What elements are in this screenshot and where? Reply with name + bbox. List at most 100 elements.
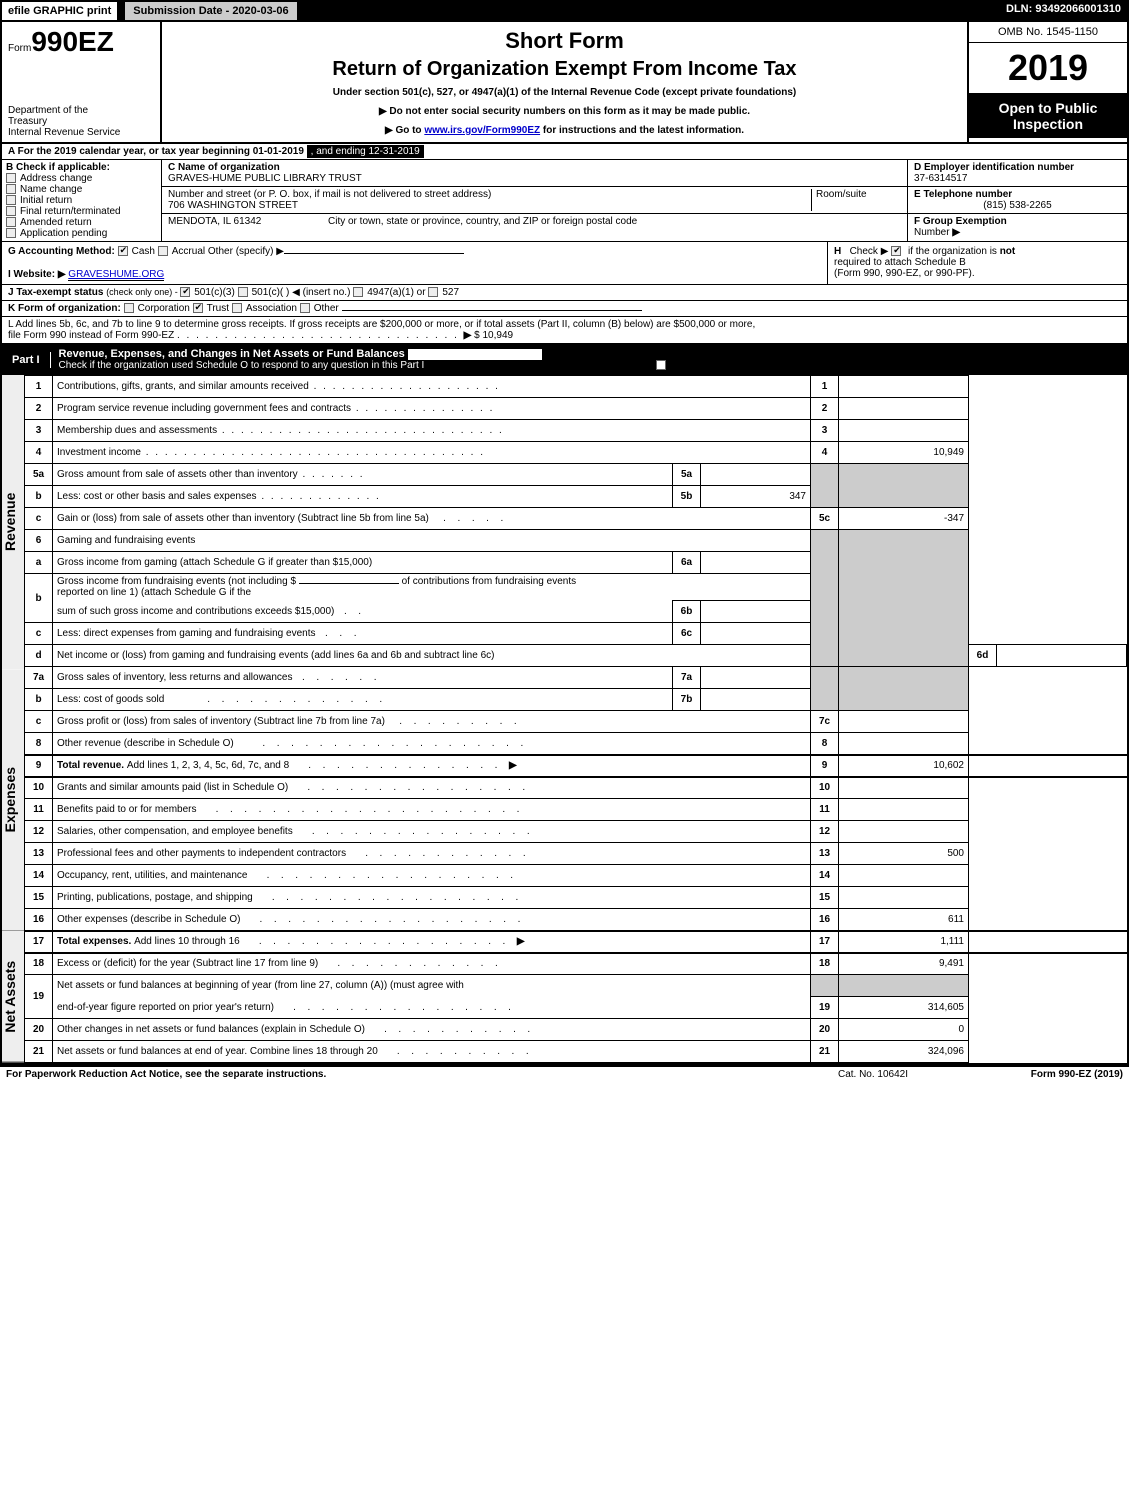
line-a-pre: A For the 2019 calendar year, or tax yea… <box>8 146 304 157</box>
l6-desc: Gaming and fundraising events <box>53 530 811 552</box>
line-a: A For the 2019 calendar year, or tax yea… <box>2 144 1127 160</box>
line-12: 12 Salaries, other compensation, and emp… <box>25 821 1127 843</box>
form-number: 990EZ <box>31 26 114 57</box>
part1-schedule-o-check[interactable] <box>656 360 666 370</box>
top-bar: efile GRAPHIC print Submission Date - 20… <box>0 0 1129 20</box>
line-17: 17 Total expenses. Add lines 10 through … <box>25 931 1127 953</box>
check-accrual[interactable] <box>158 246 168 256</box>
l9-arrow: ▶ <box>509 760 517 771</box>
l6c-num: c <box>25 623 53 645</box>
l8-desc: Other revenue (describe in Schedule O) <box>57 738 234 749</box>
l19-val: 314,605 <box>839 997 969 1019</box>
f-label: F Group Exemption <box>914 216 1007 227</box>
check-4947[interactable] <box>353 287 363 297</box>
l18-desc: Excess or (deficit) for the year (Subtra… <box>57 958 318 969</box>
l21-num: 21 <box>25 1041 53 1063</box>
tax-year: 2019 <box>969 43 1127 94</box>
check-corp[interactable] <box>124 303 134 313</box>
check-other[interactable] <box>300 303 310 313</box>
l6a-desc: Gross income from gaming (attach Schedul… <box>53 552 673 574</box>
part-1-title: Revenue, Expenses, and Changes in Net As… <box>51 346 1127 373</box>
l6b-snum: 6b <box>673 601 701 623</box>
h-checkbox[interactable] <box>891 246 901 256</box>
l9-num: 9 <box>25 755 53 777</box>
l10-desc: Grants and similar amounts paid (list in… <box>57 782 288 793</box>
d-label: D Employer identification number <box>914 162 1074 173</box>
l15-rnum: 15 <box>811 887 839 909</box>
check-501c[interactable] <box>238 287 248 297</box>
check-address-label: Address change <box>20 173 92 184</box>
l10-num: 10 <box>25 777 53 799</box>
section-bcdef: B Check if applicable: Address change Na… <box>2 160 1127 242</box>
l17-num: 17 <box>25 931 53 953</box>
b-label: B Check if applicable: <box>6 162 110 173</box>
line-5c: c Gain or (loss) from sale of assets oth… <box>25 508 1127 530</box>
l9-desc-bold: Total revenue. <box>57 760 127 771</box>
h-text3: (Form 990, 990-EZ, or 990-PF). <box>834 268 975 279</box>
l7a-sval <box>701 667 811 689</box>
k-trust: Trust <box>207 303 229 314</box>
l17-val: 1,111 <box>839 931 969 953</box>
line-18: 18 Excess or (deficit) for the year (Sub… <box>25 953 1127 975</box>
l3-val <box>839 420 969 442</box>
footer-right-bold: 990-EZ <box>1059 1069 1092 1080</box>
check-initial[interactable] <box>6 195 16 205</box>
l2-desc: Program service revenue including govern… <box>57 403 351 414</box>
line-5a: 5a Gross amount from sale of assets othe… <box>25 464 1127 486</box>
f-arrow: ▶ <box>952 227 960 238</box>
street-value: 706 WASHINGTON STREET <box>168 200 811 211</box>
city-value: MENDOTA, IL 61342 <box>168 216 328 227</box>
open-public-line2: Inspection <box>971 116 1125 132</box>
l15-desc: Printing, publications, postage, and shi… <box>57 892 253 903</box>
check-527[interactable] <box>428 287 438 297</box>
l12-rnum: 12 <box>811 821 839 843</box>
check-assoc[interactable] <box>232 303 242 313</box>
short-form-title: Short Form <box>172 28 957 54</box>
label-expenses: Expenses <box>2 669 24 931</box>
l6b-desc3: sum of such gross income and contributio… <box>57 606 334 617</box>
l18-val: 9,491 <box>839 953 969 975</box>
l16-rnum: 16 <box>811 909 839 931</box>
label-revenue: Revenue <box>2 375 24 669</box>
l15-num: 15 <box>25 887 53 909</box>
check-cash[interactable] <box>118 246 128 256</box>
dept-line-1: Department of the <box>8 105 154 116</box>
l1-val <box>839 376 969 398</box>
check-amended[interactable] <box>6 217 16 227</box>
website-link[interactable]: GRAVESHUME.ORG <box>68 269 164 281</box>
instruction-ssn: ▶ Do not enter social security numbers o… <box>172 106 957 117</box>
l7c-desc: Gross profit or (loss) from sales of inv… <box>57 716 385 727</box>
i-label: I Website: ▶ <box>8 269 66 280</box>
l15-val <box>839 887 969 909</box>
check-pending[interactable] <box>6 228 16 238</box>
check-trust[interactable] <box>193 303 203 313</box>
check-address[interactable] <box>6 173 16 183</box>
l10-rnum: 10 <box>811 777 839 799</box>
l6-num: 6 <box>25 530 53 552</box>
l5a-desc: Gross amount from sale of assets other t… <box>57 469 298 480</box>
l7c-num: c <box>25 711 53 733</box>
irs-link[interactable]: www.irs.gov/Form990EZ <box>424 125 540 136</box>
form-container: Form990EZ Department of the Treasury Int… <box>0 20 1129 1065</box>
instruction-goto: ▶ Go to www.irs.gov/Form990EZ for instru… <box>172 125 957 136</box>
check-amended-label: Amended return <box>20 217 92 228</box>
l14-num: 14 <box>25 865 53 887</box>
l16-desc: Other expenses (describe in Schedule O) <box>57 914 240 925</box>
form-header: Form990EZ Department of the Treasury Int… <box>2 22 1127 144</box>
page-footer: For Paperwork Reduction Act Notice, see … <box>0 1065 1129 1082</box>
check-name[interactable] <box>6 184 16 194</box>
l13-rnum: 13 <box>811 843 839 865</box>
k-assoc: Association <box>246 303 297 314</box>
l5c-num: c <box>25 508 53 530</box>
l17-arrow: ▶ <box>517 936 525 947</box>
check-final-label: Final return/terminated <box>20 206 121 217</box>
check-501c3[interactable] <box>180 287 190 297</box>
line-21: 21 Net assets or fund balances at end of… <box>25 1041 1127 1063</box>
line-k: K Form of organization: Corporation Trus… <box>2 301 1127 317</box>
part1-body: Revenue Expenses Net Assets 1 Contributi… <box>2 375 1127 1063</box>
line-15: 15 Printing, publications, postage, and … <box>25 887 1127 909</box>
header-left: Form990EZ Department of the Treasury Int… <box>2 22 162 142</box>
l8-num: 8 <box>25 733 53 755</box>
l20-desc: Other changes in net assets or fund bala… <box>57 1024 365 1035</box>
check-final[interactable] <box>6 206 16 216</box>
